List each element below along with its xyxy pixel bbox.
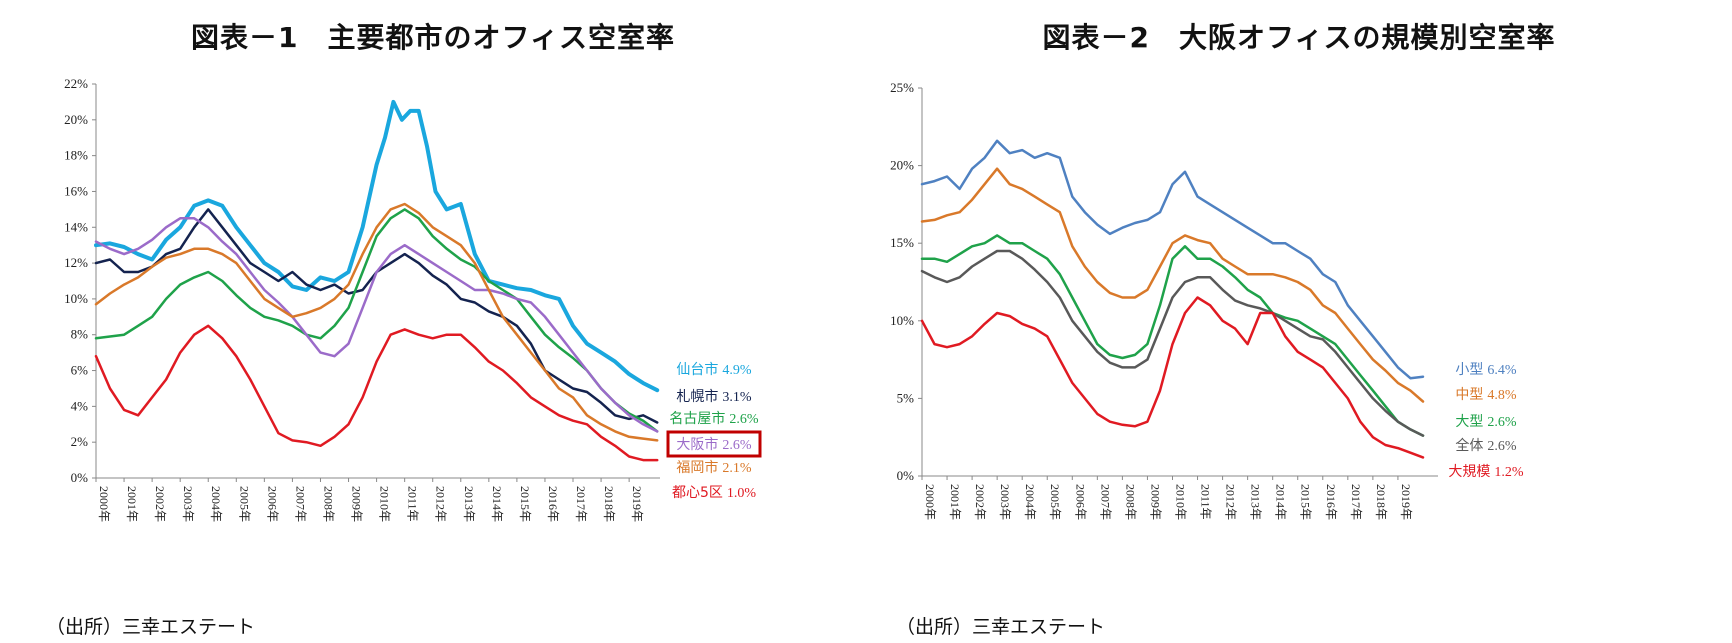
x-tick-label: 2010年: [378, 486, 392, 522]
series-label: 中型 4.8%: [1455, 387, 1517, 403]
series-label: 大阪市 2.6%: [676, 436, 752, 453]
y-tick-label: 10%: [64, 291, 88, 306]
x-tick-label: 2009年: [350, 486, 364, 522]
x-tick-label: 2013年: [462, 486, 476, 522]
series-line-4: [920, 296, 1425, 459]
series-label: 大規模 1.2%: [1448, 464, 1524, 480]
series-label: 全体 2.6%: [1455, 437, 1517, 454]
series-line-1: [94, 208, 659, 424]
highlight-box: [666, 430, 762, 458]
x-tick-label: 2002年: [973, 484, 987, 520]
x-tick-label: 2008年: [321, 486, 335, 522]
x-tick-label: 2010年: [1173, 484, 1187, 520]
x-tick-label: 2000年: [923, 484, 937, 520]
chart-panel-2: 図表－2 大阪オフィスの規模別空室率 0% 5% 10% 15% 20% 25% 2000年…: [866, 0, 1732, 643]
x-tick-label: 2015年: [518, 486, 532, 522]
source-note: （出所）三幸エステート: [896, 616, 1106, 638]
x-tick-label: 2014年: [490, 486, 504, 522]
chart-title: 図表－2 大阪オフィスの規模別空室率: [1042, 21, 1556, 54]
y-tick-label: 16%: [64, 183, 88, 198]
series-line-0: [94, 99, 660, 393]
x-tick-label: 2006年: [265, 486, 279, 522]
y-tick-label: 18%: [64, 148, 88, 163]
x-tick-label: 2019年: [1399, 484, 1413, 520]
series-line-2: [94, 208, 659, 433]
x-tick-label: 2014年: [1274, 484, 1288, 520]
y-tick-label: 8%: [71, 327, 89, 342]
y-tick-label: 15%: [890, 235, 914, 250]
x-tick-label: 2000年: [97, 486, 111, 522]
series-line-3: [94, 217, 659, 433]
x-tick-label: 2017年: [574, 486, 588, 522]
x-tick-label: 2004年: [1023, 484, 1037, 520]
x-tick-label: 2002年: [153, 486, 167, 522]
y-tick-label: 20%: [890, 158, 914, 173]
x-tick-label: 2006年: [1073, 484, 1087, 520]
x-tick-label: 2007年: [1098, 484, 1112, 520]
x-tick-label: 2016年: [546, 486, 560, 522]
series-label: 大型 2.6%: [1455, 414, 1517, 430]
y-tick-label: 0%: [897, 468, 915, 483]
x-tick-label: 2018年: [1374, 484, 1388, 520]
series-line-5: [94, 324, 659, 462]
line-chart-2: 0% 5% 10% 15% 20% 25% 2000年 2001年 2002年 2003年 2004…: [890, 80, 1524, 520]
series-label: 小型 6.4%: [1455, 362, 1517, 378]
y-tick-label: 4%: [71, 398, 89, 413]
series-label: 仙台市 4.9%: [676, 361, 752, 378]
y-tick-label: 6%: [71, 363, 89, 378]
x-tick-label: 2012年: [1224, 484, 1238, 520]
x-tick-label: 2011年: [406, 486, 420, 522]
series-line-0: [920, 139, 1425, 380]
series-line-2: [920, 234, 1425, 437]
chart-title: 図表－1 主要都市のオフィス空室率: [191, 21, 675, 54]
series-label: 都心5区 1.0%: [672, 485, 756, 501]
y-tick-label: 0%: [71, 470, 89, 485]
x-tick-label: 2009年: [1148, 484, 1162, 520]
line-chart-1: 0% 2% 4% 6% 8% 10% 12% 14% 16% 18% 20% 22% 2000年 2001…: [64, 76, 762, 522]
series-line-3: [920, 249, 1425, 437]
x-tick-label: 2008年: [1123, 484, 1137, 520]
x-tick-label: 2001年: [125, 486, 139, 522]
chart-panel-1: 図表－1 主要都市のオフィス空室率 0% 2% 4% 6% 8% 10% 12% 14% 16%…: [46, 21, 762, 638]
y-tick-label: 12%: [64, 255, 88, 270]
x-tick-label: 2007年: [293, 486, 307, 522]
x-tick-label: 2001年: [948, 484, 962, 520]
x-tick-label: 2003年: [181, 486, 195, 522]
series-label: 名古屋市 2.6%: [669, 410, 759, 427]
y-tick-label: 10%: [890, 313, 914, 328]
y-tick-label: 22%: [64, 76, 88, 91]
x-tick-label: 2013年: [1249, 484, 1263, 520]
y-tick-label: 25%: [890, 80, 914, 95]
x-tick-label: 2004年: [209, 486, 223, 522]
x-tick-label: 2005年: [237, 486, 251, 522]
series-label: 札幌市 3.1%: [676, 388, 752, 405]
x-tick-label: 2003年: [998, 484, 1012, 520]
x-tick-label: 2012年: [434, 486, 448, 522]
y-tick-label: 14%: [64, 219, 88, 234]
series-label: 福岡市 2.1%: [676, 459, 752, 476]
y-tick-label: 2%: [71, 434, 89, 449]
x-tick-label: 2018年: [602, 486, 616, 522]
y-tick-label: 20%: [64, 112, 88, 127]
source-note: （出所）三幸エステート: [46, 616, 256, 638]
x-tick-label: 2015年: [1299, 484, 1313, 520]
series-line-1: [920, 167, 1425, 403]
series-line-4: [94, 202, 659, 442]
x-tick-label: 2011年: [1199, 484, 1213, 520]
x-tick-label: 2017年: [1349, 484, 1363, 520]
x-tick-label: 2019年: [630, 486, 644, 522]
y-tick-label: 5%: [897, 390, 915, 405]
x-tick-label: 2005年: [1048, 484, 1062, 520]
x-tick-label: 2016年: [1324, 484, 1338, 520]
